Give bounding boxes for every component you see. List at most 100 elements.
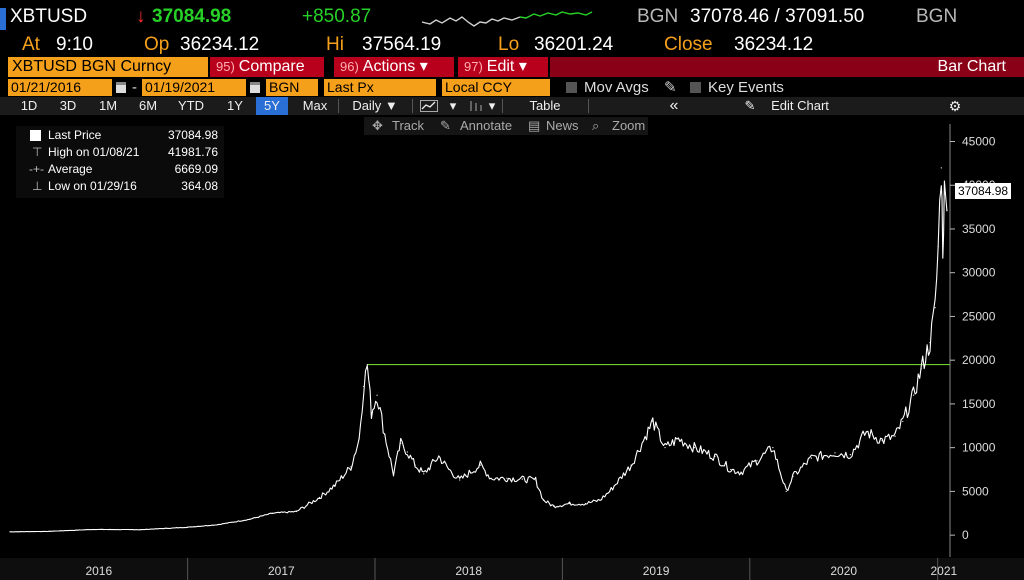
x-tick-label: 2019 [643, 564, 670, 578]
annotate-icon[interactable]: ✎ [440, 118, 451, 133]
price-change: +850.87 [302, 6, 372, 27]
actions-menu[interactable]: 96) Actions ▾ [334, 57, 454, 77]
field-select[interactable]: Last Px [324, 79, 436, 96]
price-point [677, 438, 680, 440]
quote-header: XBTUSD ↓ 37084.98 +850.87 BGN 37078.46 /… [0, 4, 1024, 30]
chart-tools-background [364, 117, 648, 135]
legend-swatch [30, 130, 41, 141]
price-point [937, 245, 939, 248]
edit-chart-button[interactable]: Edit Chart [771, 98, 829, 113]
mov-avgs-label[interactable]: Mov Avgs [584, 79, 649, 96]
pencil-icon[interactable]: ✎ [664, 79, 677, 96]
compare-menu[interactable]: 95) Compare [210, 57, 324, 77]
price-point [940, 167, 942, 169]
price-point [217, 524, 219, 526]
range-max-button[interactable]: Max [302, 98, 328, 113]
price-point [792, 475, 794, 478]
pencil-icon[interactable]: ✎ [744, 98, 756, 113]
zoom-button[interactable]: Zoom [612, 118, 646, 133]
price-point [934, 307, 936, 309]
end-date-input[interactable]: 01/19/2021 [142, 79, 246, 96]
price-point [865, 431, 867, 433]
actions-number: 96) [340, 59, 359, 74]
bar-type-dropdown-icon[interactable]: ▾ [488, 98, 496, 113]
low-label: Lo [498, 34, 520, 55]
range-6m-button[interactable]: 6M [138, 98, 158, 113]
actions-label: Actions ▾ [362, 58, 428, 75]
legend-value: 41981.76 [167, 145, 218, 159]
function-bar: XBTUSD BGN Curncy 95) Compare 96) Actions … [0, 57, 1024, 77]
x-tick-label: 2020 [830, 564, 857, 578]
compare-number: 95) [216, 59, 235, 74]
low-value: 36201.24 [534, 34, 614, 55]
y-tick-label: 45000 [962, 134, 996, 148]
bar-type-icon[interactable] [468, 100, 484, 112]
divider [588, 99, 589, 113]
price-point [459, 479, 461, 481]
annotate-button[interactable]: Annotate [460, 118, 513, 133]
table-button[interactable]: Table [529, 98, 561, 113]
price-point [630, 464, 632, 466]
range-1y-button[interactable]: 1Y [227, 98, 243, 113]
y-tick-label: 15000 [962, 397, 996, 411]
y-tick-label: 5000 [962, 484, 989, 498]
mov-avgs-checkbox[interactable] [566, 82, 577, 93]
calendar-icon[interactable] [116, 82, 126, 93]
price-point [295, 510, 298, 513]
range-5y-button[interactable]: 5Y [256, 97, 288, 115]
security-field[interactable]: XBTUSD BGN Curncy [8, 57, 208, 77]
range-3d-button[interactable]: 3D [59, 98, 77, 113]
price-point [92, 528, 94, 531]
news-button[interactable]: News [546, 118, 579, 133]
price-point [894, 435, 896, 437]
price-point [535, 479, 537, 481]
x-axis-bar [0, 558, 1024, 580]
period-select[interactable]: Daily ▼ [352, 98, 398, 113]
price-point [45, 530, 48, 533]
y-tick-label: 25000 [962, 309, 996, 323]
news-icon[interactable]: ▤ [528, 118, 541, 133]
chart-type-dropdown-icon[interactable]: ▾ [449, 98, 457, 113]
price-point [187, 526, 189, 528]
y-tick-label: 0 [962, 528, 969, 542]
track-button[interactable]: Track [392, 118, 425, 133]
price-point [849, 454, 852, 456]
source-input[interactable]: BGN [266, 79, 318, 96]
track-icon[interactable]: ✥ [372, 118, 383, 133]
legend-value: 6669.09 [174, 162, 218, 176]
last-price: 37084.98 [152, 6, 232, 27]
legend-label: High on 01/08/21 [48, 145, 140, 159]
collapse-button[interactable]: « [669, 97, 679, 114]
price-point [363, 385, 365, 388]
range-1d-button[interactable]: 1D [20, 98, 38, 113]
price-point [366, 363, 368, 366]
open-label: Op [144, 34, 170, 55]
price-series-line [10, 180, 948, 533]
divider [502, 99, 503, 113]
price-point [9, 531, 11, 533]
start-date-input[interactable]: 01/21/2016 [8, 79, 112, 96]
price-point [553, 505, 555, 507]
edit-menu[interactable]: 97) Edit ▾ [458, 57, 548, 77]
price-point [392, 473, 395, 475]
legend-label: Average [48, 162, 93, 176]
price-point [943, 193, 945, 195]
range-1m-button[interactable]: 1M [98, 98, 118, 113]
legend-value: 37084.98 [167, 128, 218, 142]
key-events-label[interactable]: Key Events [708, 79, 784, 96]
key-events-checkbox[interactable] [690, 82, 701, 93]
divider [338, 99, 339, 113]
gear-icon[interactable]: ⚙ [948, 98, 962, 114]
price-point [318, 496, 321, 499]
chart-legend: Last Price 37084.98 ⊤ High on 01/08/21 4… [16, 126, 224, 198]
price-chart[interactable]: 0500010000150002000025000300003500040000… [0, 116, 1024, 580]
price-point [334, 484, 336, 486]
zoom-icon[interactable]: ⌕ [592, 118, 600, 133]
range-ytd-button[interactable]: YTD [178, 98, 204, 113]
price-point [810, 457, 812, 459]
currency-select[interactable]: Local CCY [442, 79, 550, 96]
calendar-icon[interactable] [250, 82, 260, 93]
line-chart-icon[interactable] [420, 100, 438, 112]
price-point [834, 452, 836, 454]
intraday-sparkline [422, 11, 593, 27]
